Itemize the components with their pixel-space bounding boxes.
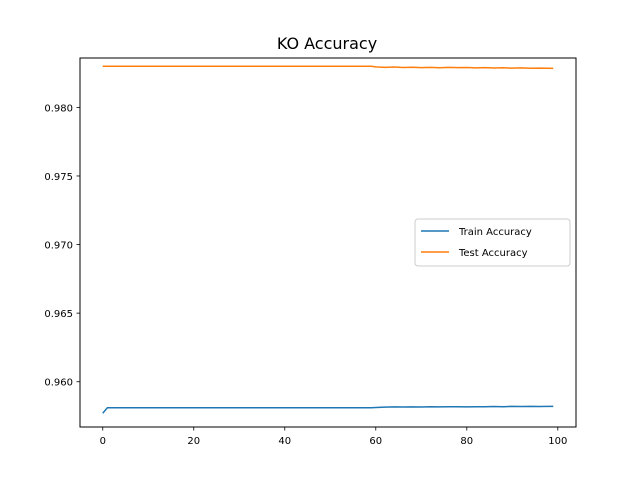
series-line-0 [102, 405, 554, 414]
y-tick-label: 0.960 [44, 378, 73, 389]
legend-label-0: Train Accuracy [458, 227, 532, 238]
x-tick-label: 40 [278, 436, 291, 447]
series-line-1 [102, 65, 554, 70]
x-tick-label: 0 [100, 436, 106, 447]
legend: Train Accuracy Test Accuracy [414, 218, 571, 267]
y-tick-label: 0.980 [44, 103, 73, 114]
x-tick-label: 80 [460, 436, 473, 447]
x-tick-label: 20 [187, 436, 200, 447]
legend-box [414, 218, 571, 267]
y-tick-label: 0.970 [44, 241, 73, 252]
x-tick-label: 100 [548, 436, 567, 447]
y-axis: 0.960 0.965 0.970 0.975 0.980 [44, 103, 80, 389]
x-tick-label: 60 [369, 436, 382, 447]
y-tick-label: 0.975 [44, 172, 73, 183]
axes-frame [79, 57, 577, 428]
chart-title: KO Accuracy [277, 34, 377, 53]
y-tick-label: 0.965 [44, 309, 73, 320]
plot-area [102, 65, 554, 414]
x-axis: 0 20 40 60 80 100 [100, 427, 567, 447]
legend-label-1: Test Accuracy [458, 248, 528, 259]
